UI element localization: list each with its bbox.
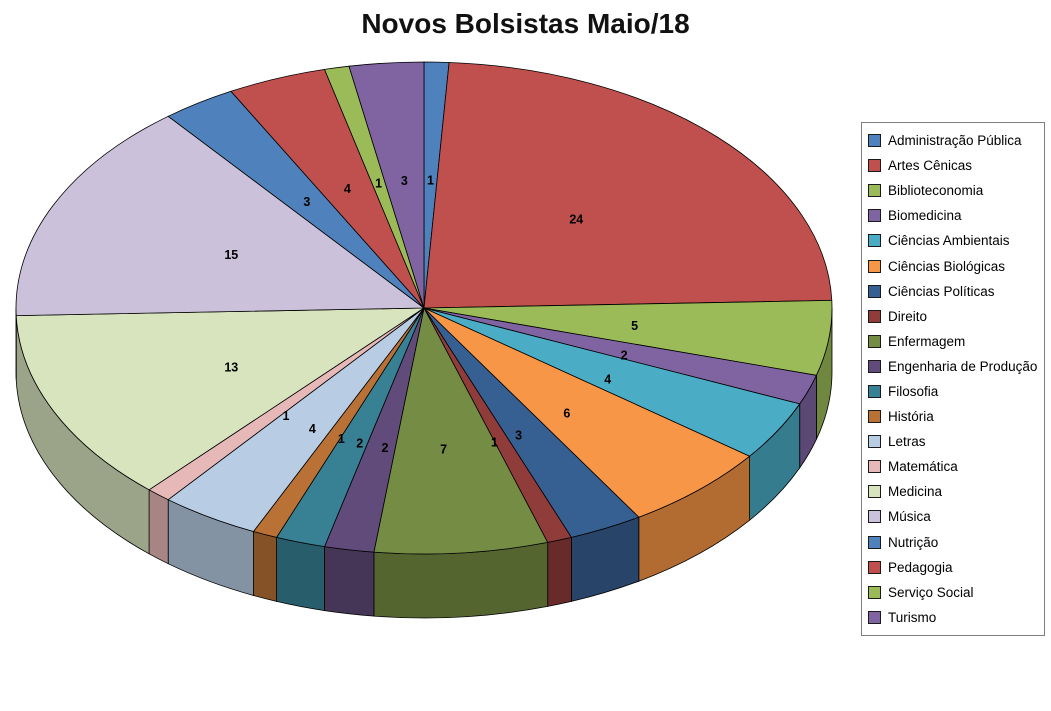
legend-label: Ciências Políticas bbox=[888, 283, 995, 299]
pie-slice bbox=[373, 306, 549, 555]
slice-value-label: 24 bbox=[569, 212, 583, 226]
slice-value-label: 1 bbox=[375, 176, 382, 190]
slice-value-label: 4 bbox=[604, 372, 611, 386]
legend-swatch bbox=[868, 610, 881, 624]
slice-value-label: 3 bbox=[401, 174, 408, 188]
legend-item: História bbox=[868, 404, 1042, 429]
legend-label: Música bbox=[888, 509, 931, 525]
legend-label: Medicina bbox=[888, 484, 943, 500]
slice-value-label: 6 bbox=[563, 406, 570, 420]
pie-slice bbox=[348, 61, 425, 309]
legend-label: Administração Pública bbox=[888, 133, 1022, 149]
slice-value-label: 4 bbox=[344, 182, 351, 196]
legend-item: Artes Cênicas bbox=[868, 153, 1042, 178]
legend-label: Biblioteconomia bbox=[888, 183, 984, 199]
legend-item: Ciências Biológicas bbox=[868, 253, 1042, 278]
slice-value-label: 1 bbox=[491, 435, 498, 449]
legend-label: Direito bbox=[888, 308, 928, 324]
legend-swatch bbox=[868, 384, 881, 398]
legend-label: Ciências Biológicas bbox=[888, 258, 1006, 274]
slice-value-label: 4 bbox=[309, 422, 316, 436]
legend-swatch bbox=[868, 234, 881, 248]
pie-slice-side bbox=[148, 489, 169, 565]
legend-item: Turismo bbox=[868, 605, 1042, 630]
slice-value-label: 2 bbox=[356, 437, 363, 451]
chart-legend: Administração Pública Artes Cênicas Biblio… bbox=[861, 122, 1045, 636]
legend-swatch bbox=[868, 510, 881, 524]
legend-item: Administração Pública bbox=[868, 128, 1042, 153]
legend-item: Ciências Ambientais bbox=[868, 228, 1042, 253]
slice-value-label: 1 bbox=[338, 432, 345, 446]
legend-swatch bbox=[868, 560, 881, 574]
pie-slice bbox=[15, 307, 426, 491]
chart-title: Novos Bolsistas Maio/18 bbox=[361, 8, 690, 39]
legend-item: Direito bbox=[868, 304, 1042, 329]
legend-swatch bbox=[868, 460, 881, 474]
pie-slice-side bbox=[324, 546, 375, 617]
slice-value-label: 13 bbox=[224, 361, 238, 375]
legend-swatch bbox=[868, 309, 881, 323]
legend-swatch bbox=[868, 184, 881, 198]
pie-slice-side bbox=[276, 536, 325, 612]
slice-value-label: 2 bbox=[382, 441, 389, 455]
slice-value-label: 1 bbox=[283, 409, 290, 423]
legend-label: Enfermagem bbox=[888, 333, 966, 349]
pie-slice-side bbox=[547, 536, 572, 607]
legend-item: Ciências Políticas bbox=[868, 279, 1042, 304]
legend-label: Engenharia de Produção bbox=[888, 358, 1038, 374]
legend-item: Música bbox=[868, 504, 1042, 529]
legend-swatch bbox=[868, 359, 881, 373]
legend-label: Ciências Ambientais bbox=[888, 233, 1010, 249]
legend-label: Letras bbox=[888, 434, 926, 450]
slice-value-label: 5 bbox=[631, 319, 638, 333]
legend-label: Biomedicina bbox=[888, 208, 962, 224]
pie-slice bbox=[423, 62, 833, 309]
legend-swatch bbox=[868, 435, 881, 449]
legend-item: Filosofia bbox=[868, 379, 1042, 404]
legend-item: Biomedicina bbox=[868, 203, 1042, 228]
slice-value-label: 3 bbox=[515, 428, 522, 442]
legend-swatch bbox=[868, 159, 881, 173]
legend-swatch bbox=[868, 334, 881, 348]
legend-swatch bbox=[868, 410, 881, 424]
legend-swatch bbox=[868, 209, 881, 223]
pie-slice bbox=[15, 115, 426, 317]
slice-value-label: 7 bbox=[440, 443, 447, 457]
legend-item: Pedagogia bbox=[868, 555, 1042, 580]
slice-value-label: 1 bbox=[427, 173, 434, 187]
legend-label: Serviço Social bbox=[888, 584, 974, 600]
legend-item: Engenharia de Produção bbox=[868, 354, 1042, 379]
slice-value-label: 15 bbox=[224, 248, 238, 262]
legend-swatch bbox=[868, 284, 881, 298]
legend-label: Artes Cênicas bbox=[888, 158, 973, 174]
legend-item: Nutrição bbox=[868, 530, 1042, 555]
legend-swatch bbox=[868, 585, 881, 599]
legend-label: Filosofia bbox=[888, 383, 939, 399]
legend-label: Matemática bbox=[888, 459, 958, 475]
legend-swatch bbox=[868, 485, 881, 499]
legend-item: Matemática bbox=[868, 454, 1042, 479]
legend-item: Enfermagem bbox=[868, 329, 1042, 354]
legend-item: Serviço Social bbox=[868, 580, 1042, 605]
legend-swatch bbox=[868, 259, 881, 273]
slice-value-label: 2 bbox=[621, 349, 628, 363]
legend-item: Medicina bbox=[868, 479, 1042, 504]
legend-item: Letras bbox=[868, 429, 1042, 454]
pie-slice-side bbox=[253, 530, 277, 602]
legend-item: Biblioteconomia bbox=[868, 178, 1042, 203]
slice-value-label: 3 bbox=[303, 195, 310, 209]
legend-label: História bbox=[888, 409, 934, 425]
legend-label: Pedagogia bbox=[888, 559, 953, 575]
legend-swatch bbox=[868, 134, 881, 148]
pie-slice bbox=[423, 307, 751, 518]
legend-swatch bbox=[868, 535, 881, 549]
legend-label: Nutrição bbox=[888, 534, 939, 550]
legend-label: Turismo bbox=[888, 609, 937, 625]
